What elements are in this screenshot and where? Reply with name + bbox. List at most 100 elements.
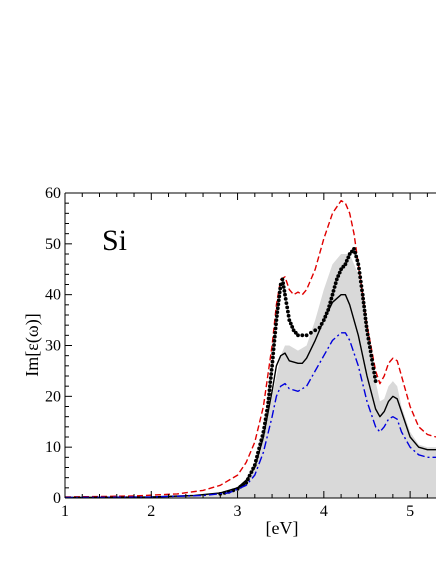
x-tick-label: 1 <box>61 503 69 520</box>
y-tick-label: 0 <box>53 490 61 507</box>
series-2-point <box>329 296 334 301</box>
series-2-point <box>358 275 363 280</box>
series-2-point <box>330 292 335 297</box>
series-2-point <box>285 305 290 310</box>
series-2-point <box>372 370 377 375</box>
series-2-point <box>283 292 287 297</box>
series-2-point <box>369 353 374 358</box>
series-2-point <box>336 274 341 278</box>
series-2-point <box>356 262 361 267</box>
series-2-point <box>280 277 285 282</box>
series-2-point <box>272 343 276 347</box>
series-2-point <box>288 321 293 326</box>
series-2-point <box>273 326 278 331</box>
series-2-point <box>267 388 272 393</box>
series-2-point <box>272 334 277 339</box>
series-2-point <box>370 362 375 366</box>
series-2-point <box>347 252 352 256</box>
series-2-point <box>275 310 280 315</box>
series-2-point <box>344 258 349 263</box>
series-2-point <box>275 314 279 318</box>
series-2-point <box>281 285 286 289</box>
series-2-point <box>293 330 298 335</box>
series-2-point <box>353 250 357 255</box>
series-2-point <box>276 298 281 303</box>
series-2-point <box>300 333 305 338</box>
series-2-point <box>269 372 274 376</box>
series-2-point <box>360 292 365 297</box>
series-2-point <box>341 264 346 269</box>
series-2-point <box>278 286 283 291</box>
series-2-point <box>313 328 318 333</box>
series-2-point <box>334 277 339 282</box>
series-4-line <box>65 332 436 498</box>
y-tick-label: 40 <box>45 287 61 304</box>
series-2-point <box>365 332 370 337</box>
series-2-point <box>367 341 371 345</box>
x-tick-label: 2 <box>147 503 155 520</box>
series-2-point <box>332 285 337 289</box>
series-2-point <box>291 328 296 333</box>
y-tick-label: 20 <box>45 388 61 405</box>
series-layer <box>65 199 436 498</box>
x-tick-label: 5 <box>406 503 414 520</box>
series-0-area <box>65 254 436 498</box>
series-2-point <box>283 297 288 301</box>
x-tick-label: 3 <box>234 503 242 520</box>
series-2-point <box>268 384 272 389</box>
series-2-point <box>271 355 275 360</box>
series-2-point <box>373 379 378 383</box>
series-2-point <box>328 300 333 305</box>
panel-label: Si <box>102 224 127 257</box>
series-2-point <box>361 300 366 305</box>
series-2-point <box>358 279 363 284</box>
series-2-point <box>268 376 273 380</box>
series-2-point <box>357 271 362 275</box>
series-2-point <box>296 333 300 338</box>
series-2-point <box>271 347 276 352</box>
series-2-point <box>373 374 377 379</box>
series-2-point <box>361 296 365 301</box>
series-2-point <box>271 351 276 356</box>
y-tick-label: 60 <box>45 185 61 202</box>
series-2-point <box>359 284 364 288</box>
series-2-point <box>368 349 373 354</box>
series-2-point <box>343 262 348 267</box>
series-2-point <box>286 309 290 314</box>
series-2-point <box>276 302 281 307</box>
x-tick-label: 4 <box>320 503 328 520</box>
series-2-point <box>272 339 277 343</box>
series-2-point <box>304 333 309 338</box>
series-2-point <box>360 288 364 293</box>
series-2-point <box>354 254 359 259</box>
series-2-point <box>365 328 369 333</box>
series-2-point <box>352 247 356 251</box>
x-axis-title: [eV] <box>266 518 299 538</box>
series-2-point <box>357 266 361 271</box>
y-tick-label: 10 <box>45 439 61 456</box>
series-2-point <box>337 270 342 275</box>
series-2-point <box>362 304 366 309</box>
series-2-point <box>350 249 354 254</box>
series-2-point <box>370 358 374 362</box>
series-2-point <box>339 267 343 272</box>
series-2-point <box>270 359 275 364</box>
series-2-point <box>364 320 368 325</box>
series-2-point <box>286 313 291 318</box>
series-2-point <box>268 380 273 384</box>
y-tick-label: 50 <box>45 236 61 253</box>
series-2-point <box>364 324 369 329</box>
series-2-point <box>331 289 336 293</box>
series-2-point <box>368 345 372 350</box>
series-2-point <box>363 312 367 317</box>
series-2-point <box>290 325 295 329</box>
y-tick-label: 30 <box>45 338 61 355</box>
series-2-point <box>309 330 313 335</box>
series-2-point <box>287 318 292 322</box>
series-2-point <box>274 322 278 327</box>
series-2-point <box>266 396 271 401</box>
series-2-point <box>355 258 360 263</box>
series-2-point <box>366 336 371 341</box>
